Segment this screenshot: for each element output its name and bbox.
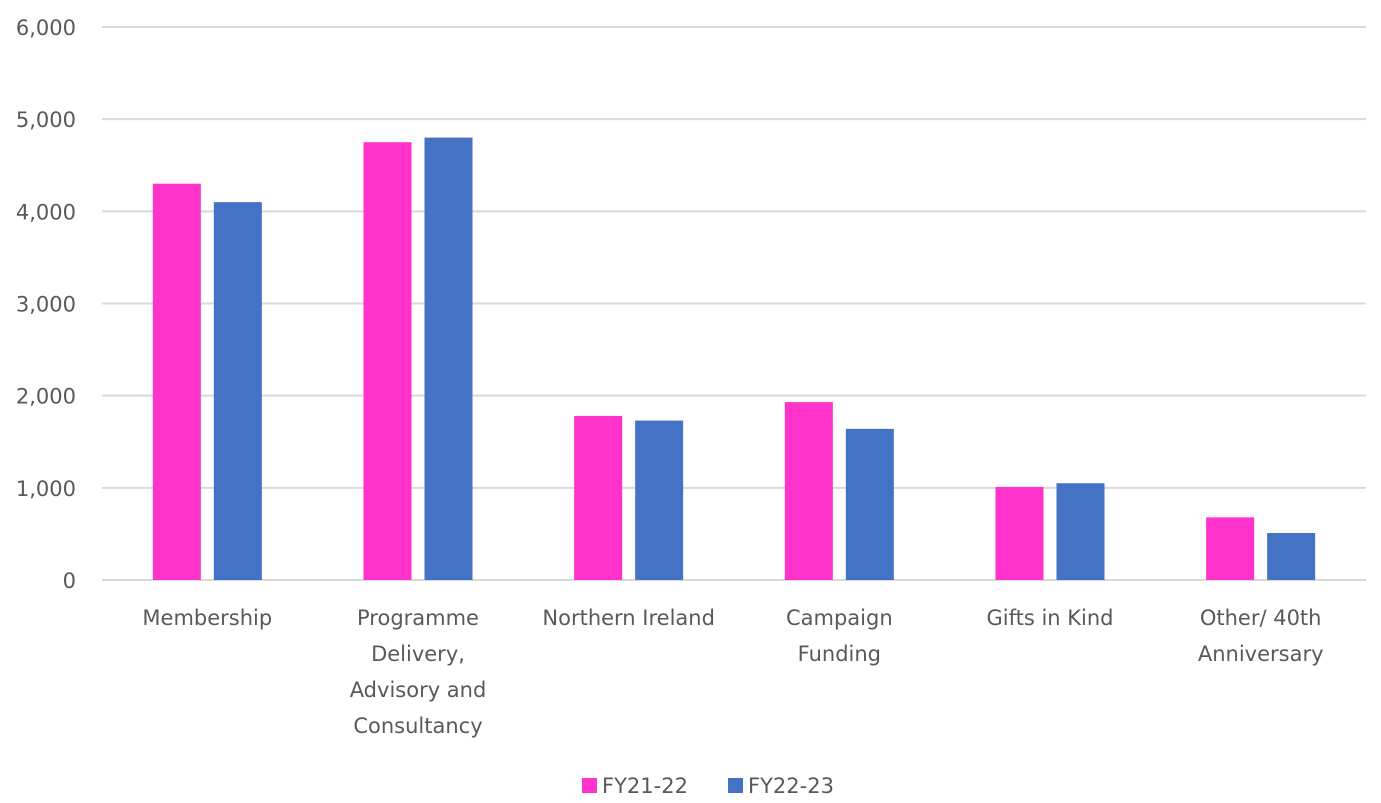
category-label: Membership	[142, 606, 272, 630]
legend-swatch	[728, 778, 743, 793]
legend-label: FY22-23	[748, 774, 834, 798]
y-tick-label: 3,000	[16, 293, 76, 317]
bar-fy22-23-2	[635, 420, 684, 580]
bar-fy22-23-0	[213, 202, 262, 580]
category-label: Gifts in Kind	[986, 606, 1113, 630]
category-label-line: Consultancy	[353, 714, 482, 738]
bar-fy21-22-3	[784, 402, 833, 580]
category-label-line: Delivery,	[371, 642, 465, 666]
bar-fy21-22-0	[152, 183, 201, 580]
category-label-line: Campaign	[786, 606, 893, 630]
category-label-line: Anniversary	[1198, 642, 1324, 666]
legend-swatch	[582, 778, 597, 793]
bar-fy22-23-3	[845, 428, 894, 580]
bar-fy21-22-1	[363, 142, 412, 581]
bar-fy21-22-5	[1206, 517, 1255, 580]
bars	[152, 137, 1316, 581]
category-label-line: Membership	[142, 606, 272, 630]
y-tick-label: 5,000	[16, 108, 76, 132]
y-axis-tick-labels: 0 1,000 2,000 3,000 4,000 5,000 6,000	[16, 16, 76, 593]
category-label-line: Northern Ireland	[542, 606, 715, 630]
category-label: Northern Ireland	[542, 606, 715, 630]
gridlines	[102, 26, 1366, 581]
bar-fy22-23-1	[424, 137, 473, 580]
category-label: Campaign Funding	[786, 606, 893, 666]
category-label: Programme Delivery, Advisory and Consultanc…	[350, 606, 487, 738]
legend-label: FY21-22	[602, 774, 688, 798]
y-tick-label: 1,000	[16, 477, 76, 501]
category-label-line: Gifts in Kind	[986, 606, 1113, 630]
bar-fy22-23-4	[1056, 483, 1105, 580]
x-axis-category-labels: Membership Programme Delivery, Advisory and…	[142, 606, 1323, 738]
y-tick-label: 0	[63, 569, 76, 593]
category-label-line: Advisory and	[350, 678, 487, 702]
bar-fy22-23-5	[1267, 532, 1316, 580]
bar-fy21-22-4	[995, 486, 1044, 580]
bar-fy21-22-2	[574, 415, 623, 580]
y-tick-label: 4,000	[16, 200, 76, 224]
y-tick-label: 2,000	[16, 385, 76, 409]
category-label-line: Funding	[798, 642, 881, 666]
y-tick-label: 6,000	[16, 16, 76, 40]
category-label: Other/ 40th Anniversary	[1198, 606, 1324, 666]
legend: FY21-22 FY22-23	[582, 774, 834, 798]
category-label-line: Other/ 40th	[1200, 606, 1322, 630]
category-label-line: Programme	[357, 606, 479, 630]
